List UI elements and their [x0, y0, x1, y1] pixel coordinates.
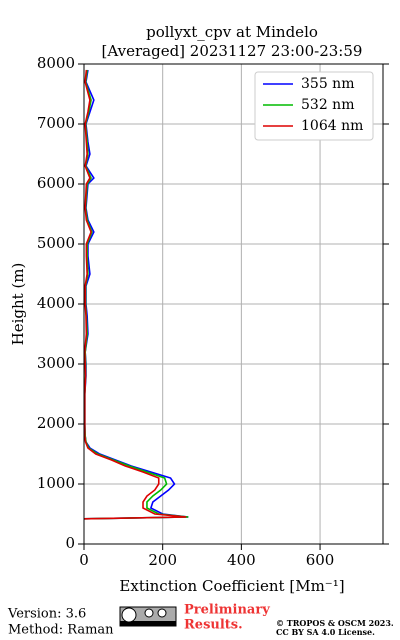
- profile-line: [83, 69, 187, 520]
- profile-line: [83, 69, 189, 520]
- copyright: © TROPOS & OSCM 2023.: [276, 618, 394, 628]
- y-tick-label: 5000: [37, 234, 75, 252]
- y-tick-label: 0: [65, 534, 75, 552]
- y-tick-label: 8000: [37, 54, 75, 72]
- y-tick-label: 1000: [37, 474, 75, 492]
- x-tick-label: 0: [79, 551, 89, 569]
- y-tick-label: 2000: [37, 414, 75, 432]
- y-tick-label: 3000: [37, 354, 75, 372]
- x-tick-label: 600: [306, 551, 335, 569]
- method: Method: Raman: [8, 623, 114, 638]
- x-tick-label: 400: [227, 551, 256, 569]
- x-tick-label: 200: [148, 551, 177, 569]
- legend-label: 1064 nm: [301, 118, 363, 134]
- profile-line: [83, 69, 189, 520]
- legend-box: [254, 71, 374, 141]
- legend-label: 355 nm: [301, 76, 354, 92]
- chart-subtitle: [Averaged] 20231127 23:00-23:59: [102, 42, 363, 60]
- copyright: CC BY SA 4.0 License.: [276, 627, 375, 637]
- status: Results.: [184, 618, 243, 633]
- chart-title: pollyxt_cpv at Mindelo: [146, 23, 318, 41]
- y-tick-label: 7000: [37, 114, 75, 132]
- cc-logo: [119, 606, 177, 627]
- x-axis-label: Extinction Coefficient [Mm⁻¹]: [119, 577, 344, 595]
- legend-label: 532 nm: [301, 97, 354, 113]
- y-tick-label: 6000: [37, 174, 75, 192]
- plot-frame: [83, 63, 384, 545]
- y-tick-label: 4000: [37, 294, 75, 312]
- version: Version: 3.6: [7, 607, 86, 622]
- status: Preliminary: [184, 603, 270, 618]
- y-axis-label: Height (m): [9, 263, 27, 346]
